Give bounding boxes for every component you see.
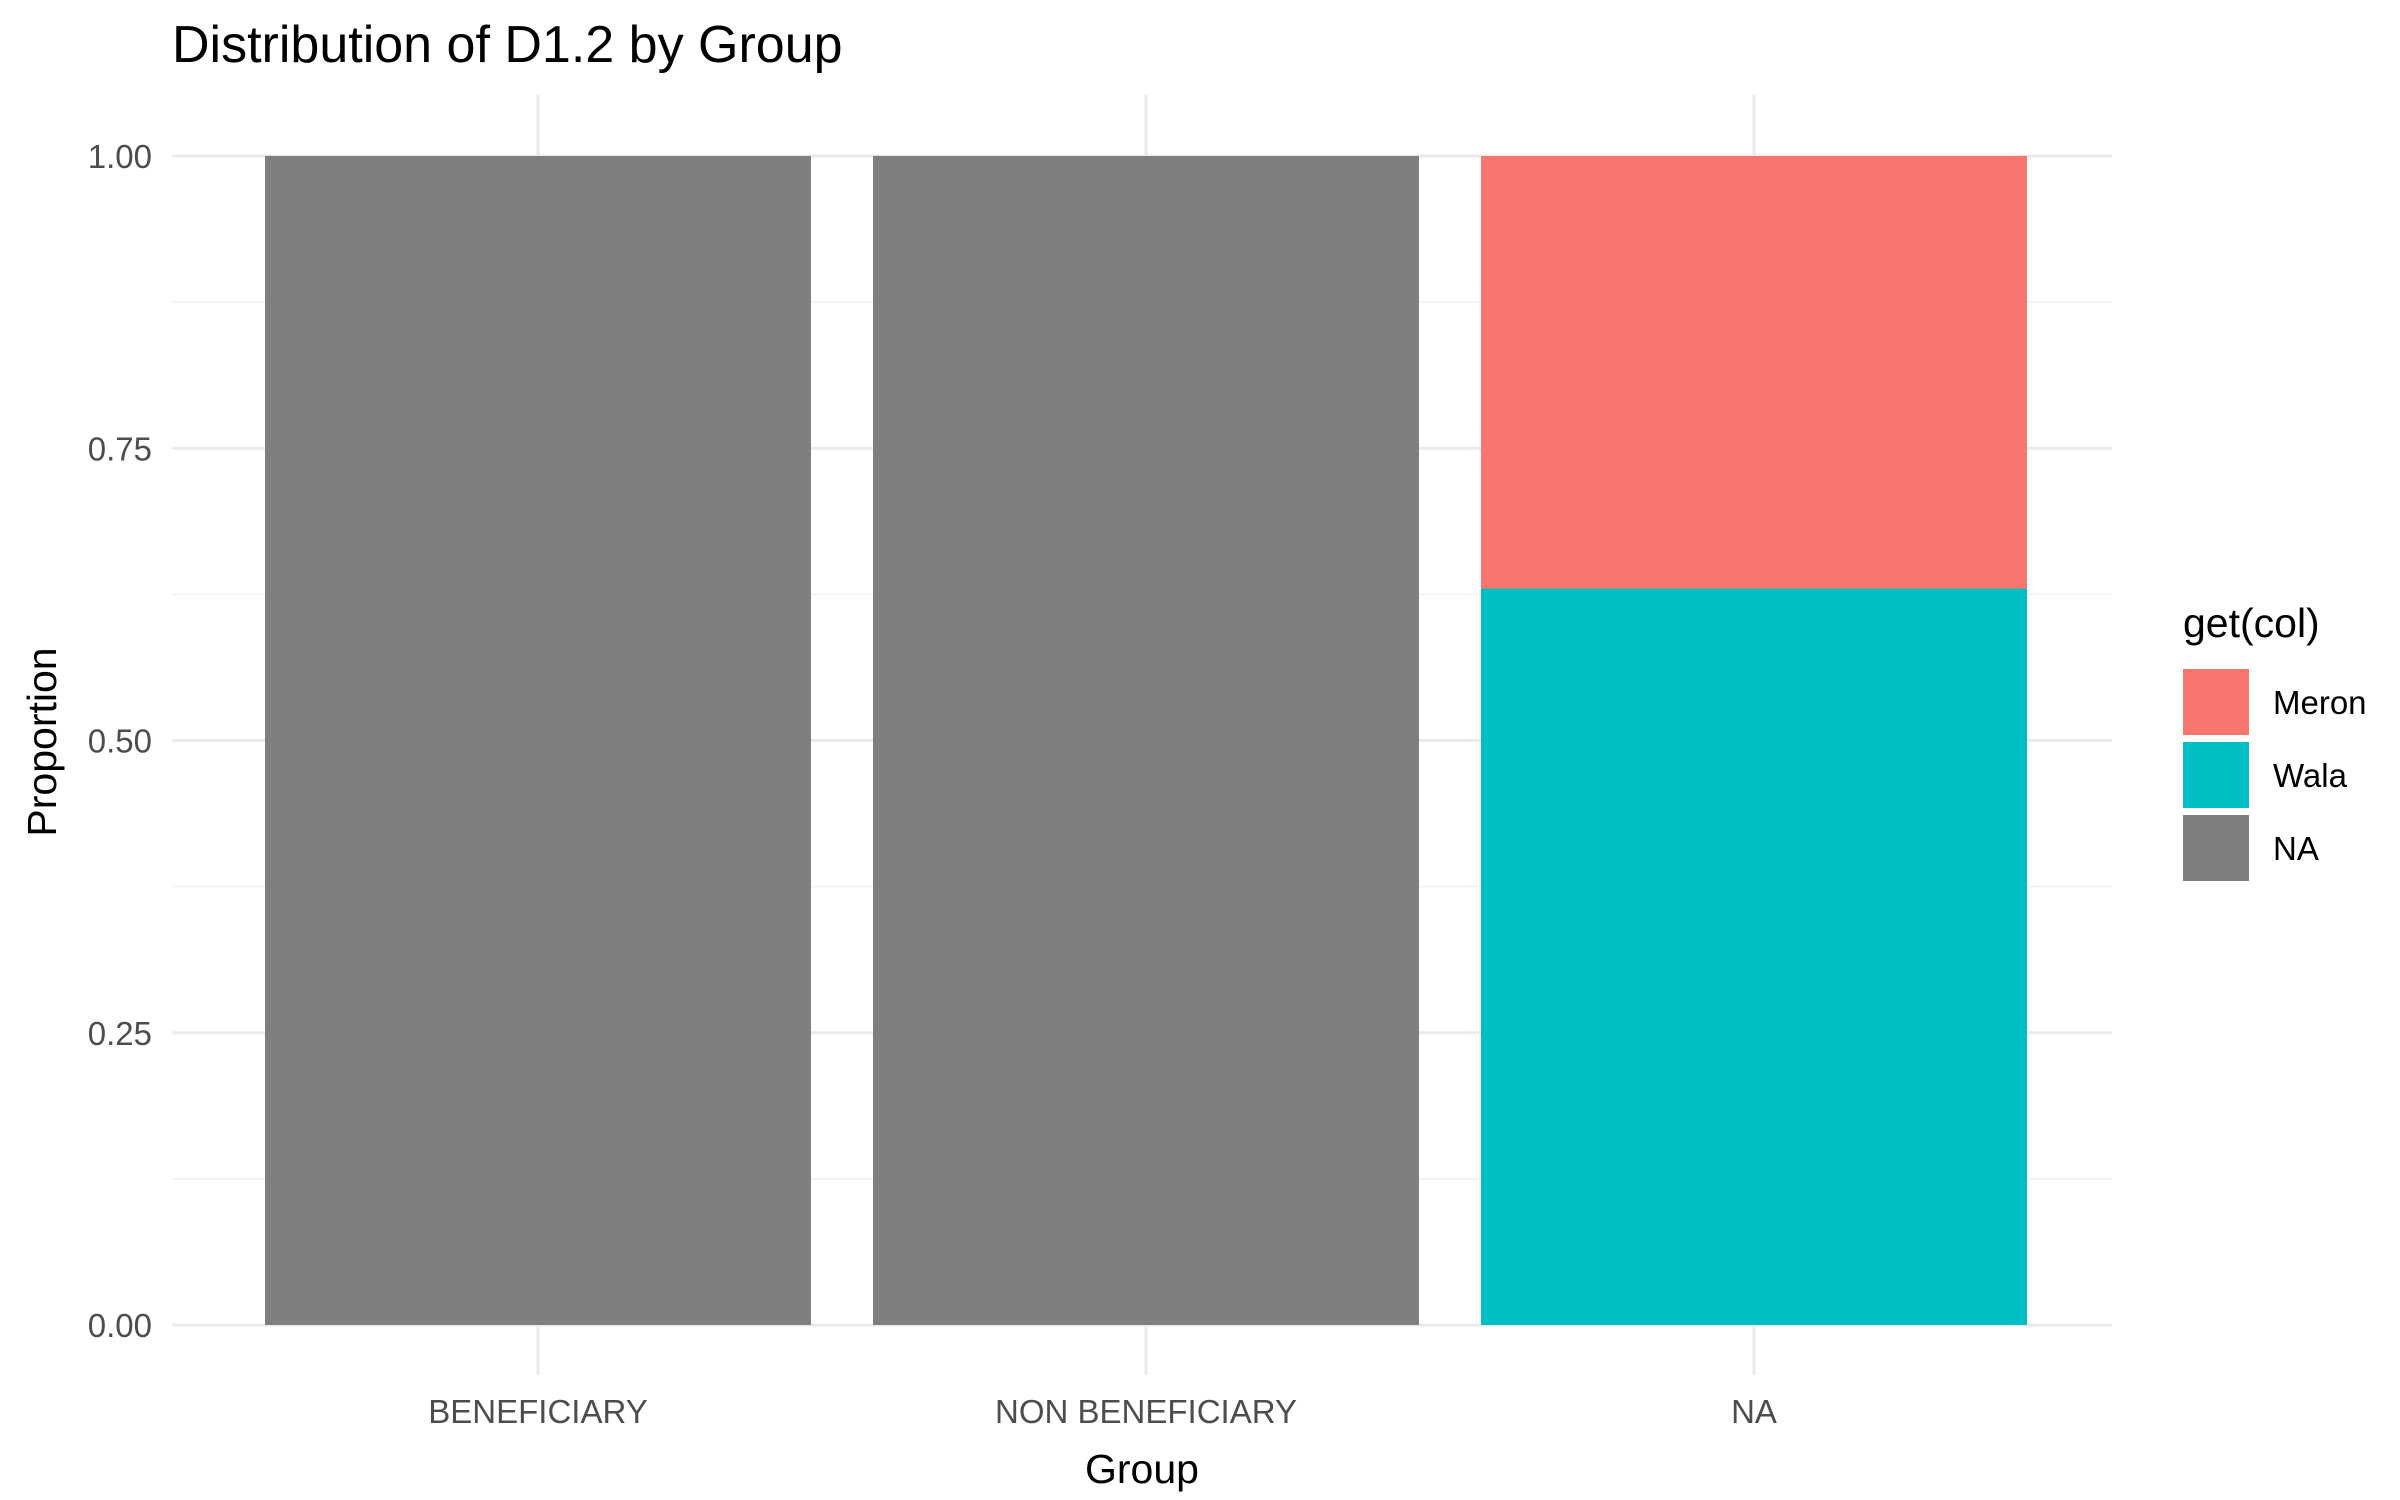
legend-label-meron: Meron (2273, 684, 2367, 721)
y-tick-label: 0.25 (88, 1015, 152, 1052)
y-tick-label: 0.75 (88, 430, 152, 467)
x-tick-label: NA (1731, 1393, 1777, 1430)
bar-segment-na-beneficiary (265, 156, 811, 1325)
y-tick-label: 0.50 (88, 723, 152, 760)
x-tick-label: NON BENEFICIARY (995, 1393, 1297, 1430)
y-tick-label: 0.00 (88, 1307, 152, 1344)
legend-key-wala (2183, 742, 2249, 808)
x-axis-ticks: BENEFICIARY NON BENEFICIARY NA (428, 1393, 1777, 1430)
bar-segment-meron-na (1481, 156, 2027, 589)
y-tick-label: 1.00 (88, 138, 152, 175)
bars (265, 156, 2027, 1325)
x-axis-title: Group (1085, 1446, 1199, 1492)
bar-segment-na-non-beneficiary (873, 156, 1419, 1325)
legend: get(col) Meron Wala NA (2183, 600, 2367, 881)
legend-key-meron (2183, 669, 2249, 735)
legend-key-na (2183, 815, 2249, 881)
x-tick-label: BENEFICIARY (428, 1393, 647, 1430)
legend-label-wala: Wala (2273, 757, 2348, 794)
y-axis-title: Proportion (19, 647, 65, 836)
y-axis-ticks: 0.00 0.25 0.50 0.75 1.00 (88, 138, 152, 1344)
chart-title: Distribution of D1.2 by Group (172, 16, 843, 74)
legend-title: get(col) (2183, 600, 2320, 646)
bar-segment-wala-na (1481, 588, 2027, 1325)
legend-label-na: NA (2273, 830, 2319, 867)
